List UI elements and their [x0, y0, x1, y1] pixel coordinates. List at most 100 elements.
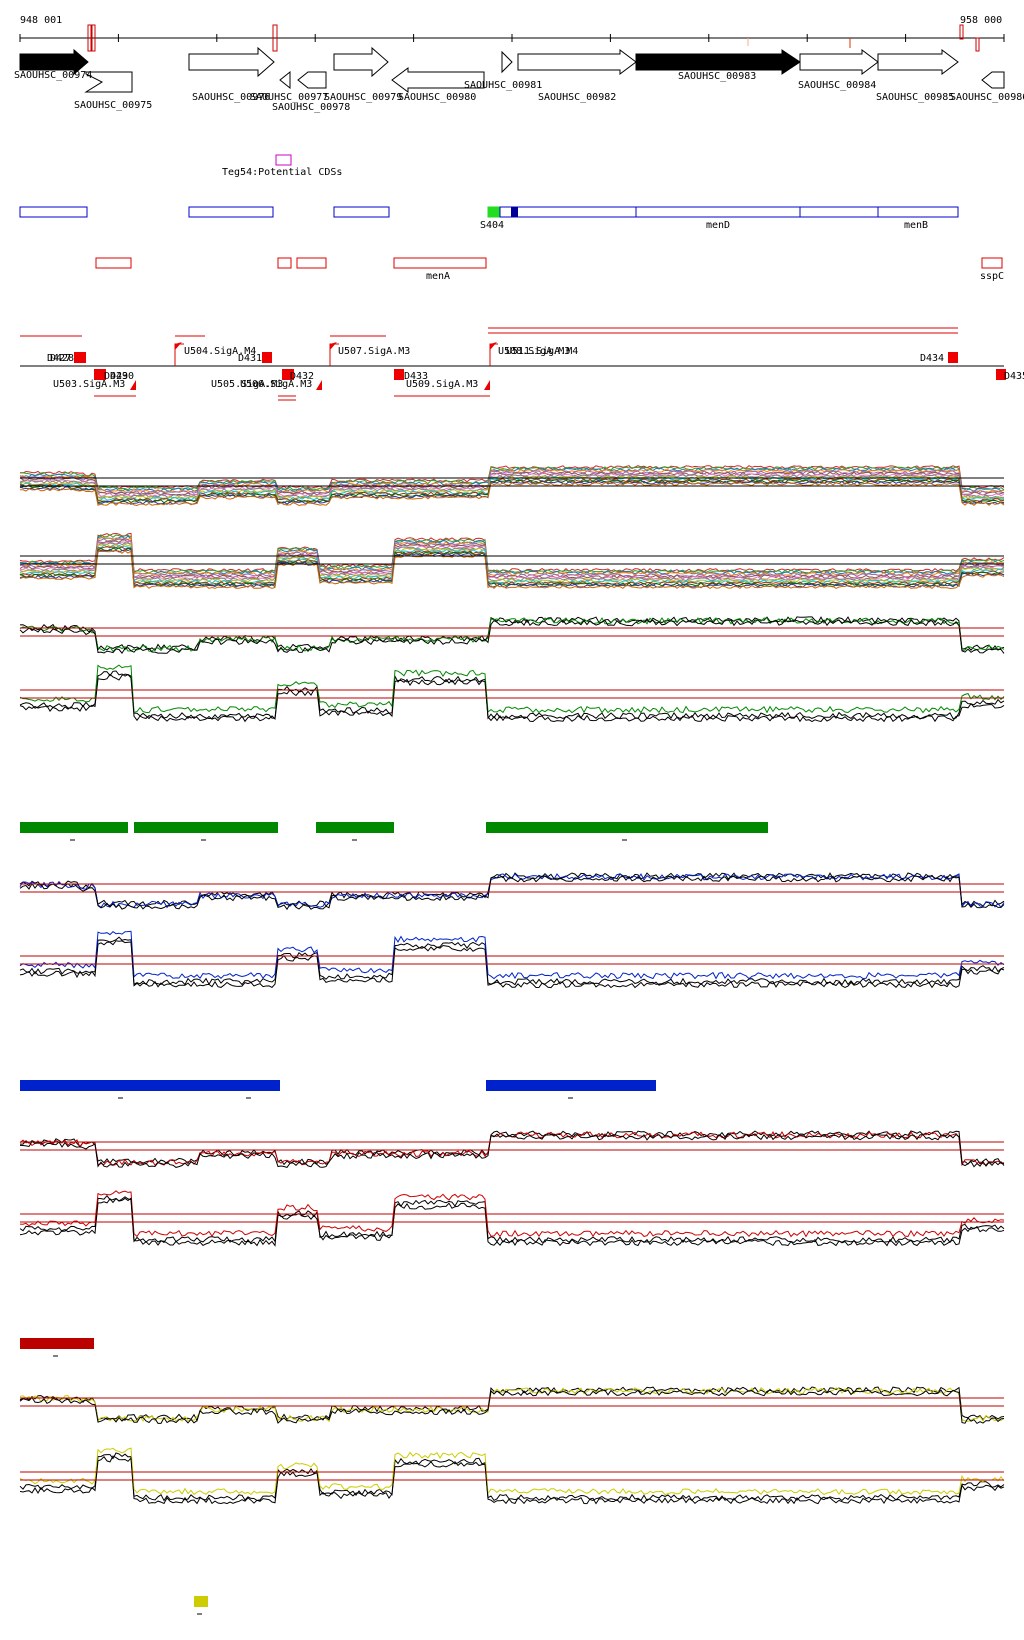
gene-label: SAOUHSC_00979 — [324, 92, 402, 103]
site-marker[interactable] — [394, 369, 404, 380]
signal-trace — [19, 936, 1005, 986]
gene-label: SAOUHSC_00976 — [192, 92, 270, 103]
ruler-start-label: 948 001 — [20, 15, 62, 26]
condition-bar[interactable] — [20, 1338, 94, 1349]
feature-box-s404[interactable] — [487, 206, 500, 218]
gene-arrow[interactable] — [799, 49, 879, 75]
site-marker[interactable] — [282, 369, 294, 380]
site-label: D428 — [50, 353, 74, 364]
ruler-marker — [87, 24, 92, 52]
teg54-label: Teg54:Potential CDSs — [222, 167, 342, 178]
gene-label: SAOUHSC_00978 — [272, 102, 350, 113]
site-marker[interactable] — [94, 369, 106, 380]
gene-arrow[interactable] — [84, 71, 133, 93]
gene-label: SAOUHSC_00981 — [464, 80, 542, 91]
feature-box[interactable] — [333, 206, 390, 218]
blue-track-reverse — [19, 930, 1005, 989]
feature-box[interactable] — [296, 257, 327, 269]
gene-label: SAOUHSC_00984 — [798, 80, 876, 91]
gene-arrow[interactable] — [333, 46, 389, 78]
feature-box[interactable] — [511, 207, 518, 217]
gene-arrow[interactable] — [635, 49, 801, 75]
blue-feature-track: S404 menD menB — [19, 206, 959, 231]
site-label: D432 — [290, 371, 314, 382]
condition-bars-green — [20, 822, 768, 841]
signal-trace — [19, 470, 1005, 495]
promoter-arrow[interactable] — [130, 380, 136, 390]
feature-box[interactable] — [393, 257, 487, 269]
gene-arrow[interactable] — [981, 71, 1005, 89]
darkred-track-forward — [19, 1130, 1005, 1168]
site-label: U508.SigA.M3 — [498, 346, 570, 357]
signal-trace — [19, 875, 1005, 911]
feature-box[interactable] — [95, 257, 132, 269]
signal-trace — [19, 1389, 1005, 1425]
site-label: D433 — [404, 371, 428, 382]
condition-bar[interactable] — [486, 822, 768, 833]
condition-bar[interactable] — [134, 822, 278, 833]
signal-trace — [19, 664, 1005, 714]
gene-label: SAOUHSC_00980 — [398, 92, 476, 103]
gene-arrow[interactable] — [501, 50, 513, 74]
condition-bar[interactable] — [20, 1080, 280, 1091]
signal-trace — [19, 535, 1005, 575]
coordinate-ruler: 948 001 958 000 — [19, 15, 1005, 52]
signal-trace — [19, 550, 1005, 590]
ruler-marker — [91, 24, 96, 52]
condition-bar[interactable] — [486, 1080, 656, 1091]
ruler-end-label: 958 000 — [960, 15, 1002, 26]
gene-arrow[interactable] — [19, 48, 89, 76]
site-marker[interactable] — [996, 369, 1006, 380]
promoter-arrow[interactable] — [316, 380, 322, 390]
green-track-reverse — [19, 664, 1005, 723]
site-label: U504.SigA.M4 — [184, 346, 256, 357]
site-label: U506.SigA.M3 — [240, 379, 312, 390]
site-label: U505.SigA.M3 — [211, 379, 283, 390]
gene-arrow[interactable] — [188, 46, 275, 78]
gene-arrow[interactable] — [877, 49, 959, 75]
teg54-box[interactable] — [275, 154, 292, 166]
site-label: D431 — [238, 353, 262, 364]
site-label: U507.SigA.M3 — [338, 346, 410, 357]
gene-arrow[interactable] — [517, 49, 637, 75]
multi-sample-track-reverse — [19, 532, 1005, 590]
signal-trace — [19, 940, 1005, 989]
gene-arrow[interactable] — [279, 70, 291, 90]
expression-tracks — [19, 465, 1005, 1505]
site-marker[interactable] — [262, 352, 272, 363]
signal-trace — [19, 670, 1005, 720]
signal-trace — [19, 1386, 1005, 1422]
site-marker[interactable] — [948, 352, 958, 363]
blue-track-forward — [19, 872, 1005, 911]
feature-label: menB — [904, 220, 928, 231]
feature-box[interactable] — [277, 257, 292, 269]
signal-trace — [19, 873, 1005, 909]
feature-box-men[interactable] — [499, 206, 959, 218]
signal-trace — [19, 618, 1005, 654]
promoter-arrow[interactable] — [484, 380, 490, 390]
feature-box[interactable] — [19, 206, 88, 218]
condition-bars-darkred — [20, 1338, 94, 1357]
gene-arrow[interactable] — [391, 67, 485, 93]
signal-trace — [19, 546, 1004, 586]
gene-label: SAOUHSC_00974 — [14, 70, 92, 81]
gene-label: SAOUHSC_00986 — [950, 92, 1024, 103]
site-label: D429 — [104, 371, 128, 382]
feature-box[interactable] — [188, 206, 274, 218]
condition-bar[interactable] — [194, 1596, 208, 1607]
feature-box[interactable] — [981, 257, 1003, 269]
signal-trace — [19, 1197, 1005, 1247]
gene-label: SAOUHSC_00982 — [538, 92, 616, 103]
gene-label: SAOUHSC_00975 — [74, 100, 152, 111]
teg-track: Teg54:Potential CDSs — [222, 154, 342, 178]
signal-trace — [19, 532, 1005, 573]
ruler-ticks — [19, 34, 1005, 42]
feature-label: menA — [426, 271, 450, 282]
condition-bar[interactable] — [20, 822, 128, 833]
site-marker[interactable] — [74, 352, 86, 363]
green-track-forward — [19, 616, 1005, 654]
gene-arrow[interactable] — [297, 71, 327, 89]
gene-label: SAOUHSC_00977 — [250, 92, 328, 103]
gene-label: SAOUHSC_00983 — [678, 71, 756, 82]
condition-bar[interactable] — [316, 822, 394, 833]
